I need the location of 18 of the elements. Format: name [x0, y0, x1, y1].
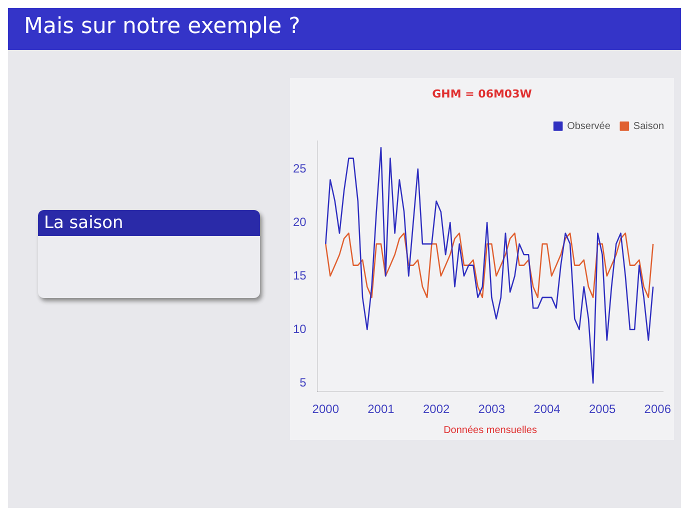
x-axis-title: Données mensuelles — [444, 424, 537, 436]
y-tick-label: 5 — [300, 375, 307, 390]
y-tick-label: 25 — [292, 161, 307, 176]
x-tick-label: 2000 — [312, 402, 340, 416]
x-tick-label: 2002 — [422, 402, 450, 416]
y-tick-label: 15 — [292, 268, 307, 282]
x-tick-label: 2001 — [368, 402, 395, 416]
y-tick-label: 10 — [292, 322, 307, 336]
legend-label: Observée — [567, 120, 611, 132]
legend-label: Saison — [633, 120, 664, 132]
x-tick-label: 2005 — [588, 402, 616, 416]
text: La saison — [38, 210, 260, 236]
x-tick-label: 2004 — [534, 402, 561, 416]
chart-title: GHM = 06M03W — [432, 87, 532, 100]
x-tick-label: 2003 — [478, 402, 506, 416]
y-tick-label: 20 — [292, 214, 307, 229]
x-tick-label: 2006 — [644, 402, 672, 416]
text: Mais sur notre exemple ? — [8, 8, 681, 50]
